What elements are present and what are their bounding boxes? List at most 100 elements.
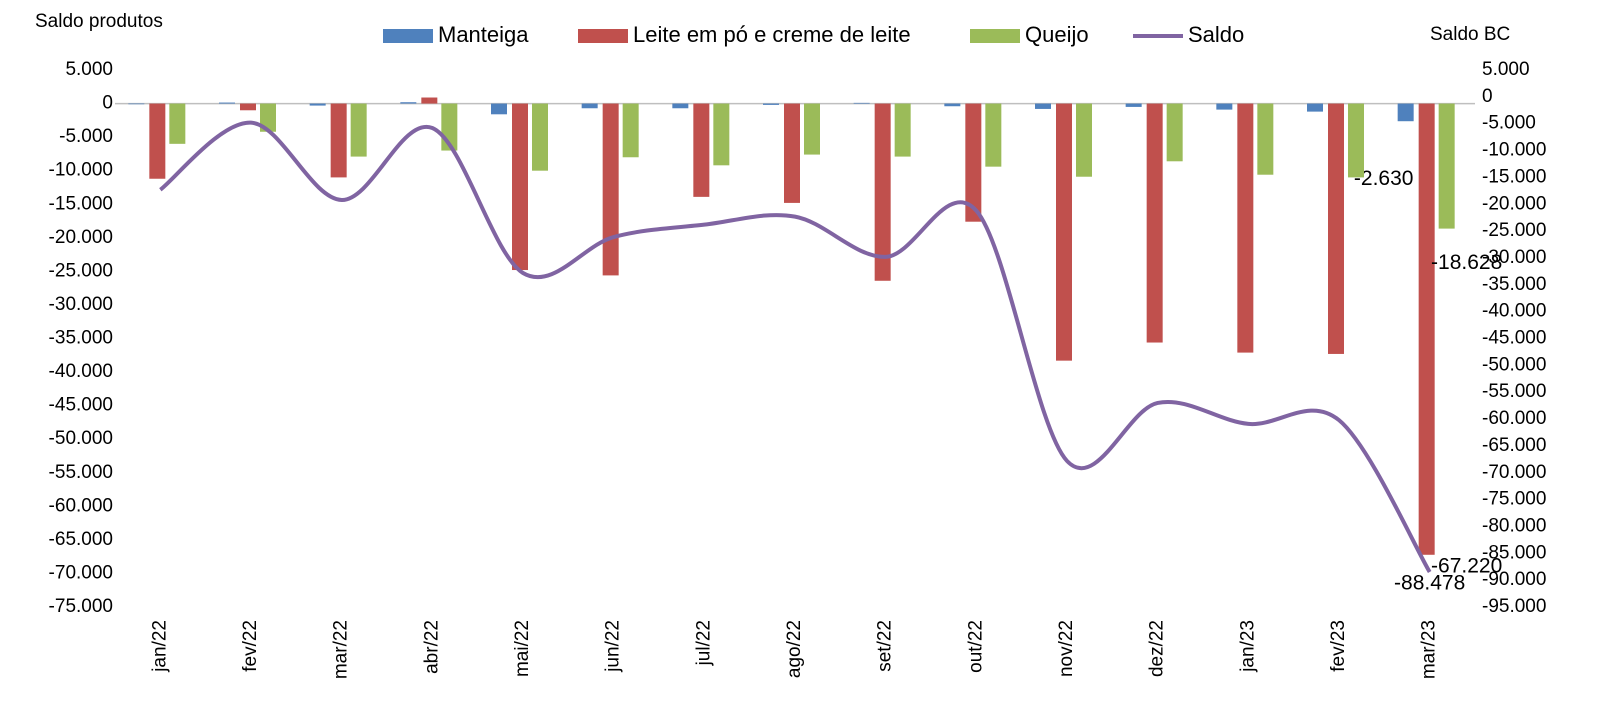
y2-tick-label: -65.000 (1482, 435, 1546, 456)
y-tick-label: -70.000 (49, 562, 113, 583)
x-tick-label: nov/22 (1056, 620, 1077, 677)
y2-tick-label: -15.000 (1482, 166, 1546, 187)
legend-label: Queijo (1025, 22, 1089, 47)
y2-tick-label: -45.000 (1482, 328, 1546, 349)
y-tick-label: -60.000 (49, 495, 113, 516)
y-tick-label: -15.000 (49, 193, 113, 214)
y-tick-label: -25.000 (49, 260, 113, 281)
bar (622, 103, 639, 158)
bar (894, 103, 911, 157)
bar (532, 103, 548, 171)
x-tick-label: jun/22 (603, 620, 624, 673)
bar (1397, 103, 1414, 122)
y-tick-label: -10.000 (49, 160, 113, 181)
bar (693, 103, 710, 197)
bar (421, 97, 438, 104)
legend-swatch (383, 29, 433, 43)
bar (1035, 103, 1051, 109)
bar (1438, 103, 1455, 229)
y-tick-label: -30.000 (49, 294, 113, 315)
line (159, 120, 1432, 574)
y-axis-title: Saldo produtos (35, 11, 163, 32)
bar (1056, 103, 1072, 361)
y2-tick-label: -40.000 (1482, 301, 1546, 322)
y2-tick-label: -85.000 (1482, 542, 1546, 563)
data-label: -18.628 (1431, 251, 1502, 274)
y2-tick-label: -90.000 (1482, 569, 1546, 590)
y2-tick-label: -80.000 (1482, 515, 1546, 536)
y2-tick-label: -10.000 (1482, 140, 1546, 161)
y-tick-label: -20.000 (49, 227, 113, 248)
y2-tick-label: -70.000 (1482, 462, 1546, 483)
bar (1146, 103, 1163, 343)
legend-label: Manteiga (438, 22, 529, 47)
bar (602, 103, 619, 276)
y-tick-label: -75.000 (49, 596, 113, 617)
y-tick-label: 0 (102, 93, 113, 114)
bar (965, 103, 982, 222)
bar (944, 103, 961, 107)
bar (1237, 103, 1254, 353)
bar (985, 103, 1002, 167)
y2-tick-label: -25.000 (1482, 220, 1546, 241)
data-label: -2.630 (1354, 167, 1414, 190)
bar (804, 103, 820, 155)
bar (672, 103, 689, 109)
x-tick-label: mar/23 (1419, 620, 1440, 679)
x-tick-label: jan/23 (1237, 620, 1258, 673)
bar (1257, 103, 1274, 175)
x-tick-label: mar/22 (331, 620, 352, 679)
y-tick-label: -50.000 (49, 428, 113, 449)
bar (330, 103, 347, 178)
x-tick-label: ago/22 (784, 620, 805, 678)
bar (350, 103, 367, 157)
legend-swatch (578, 29, 628, 43)
x-tick-label: mai/22 (512, 620, 533, 677)
y2-tick-label: -5.000 (1482, 113, 1536, 134)
x-tick-label: abr/22 (421, 620, 442, 674)
bar (400, 102, 417, 104)
x-tick-label: set/22 (875, 620, 896, 672)
bar (713, 103, 730, 166)
y2-tick-label: 0 (1482, 86, 1493, 107)
bar (1418, 103, 1435, 555)
bar (853, 102, 870, 104)
x-tick-label: jan/22 (149, 620, 170, 673)
bar (1216, 103, 1233, 110)
bar (874, 103, 891, 281)
bar (1348, 103, 1364, 178)
y2-tick-label: 5.000 (1482, 59, 1530, 80)
bar (1166, 103, 1183, 162)
x-tick-label: jul/22 (693, 620, 714, 666)
bar (169, 103, 186, 144)
bar (1076, 103, 1092, 177)
y-tick-label: 5.000 (65, 59, 113, 80)
bar (240, 103, 256, 111)
bar (1307, 103, 1323, 112)
y2-tick-label: -60.000 (1482, 408, 1546, 429)
y-tick-label: -35.000 (49, 328, 113, 349)
bar (260, 103, 276, 132)
y2-tick-label: -30.000 (1482, 247, 1546, 268)
bar (581, 103, 598, 109)
x-tick-label: fev/23 (1328, 620, 1349, 672)
x-tick-label: fev/22 (240, 620, 261, 672)
data-label: -67.220 (1431, 554, 1502, 577)
bar (149, 103, 166, 179)
legend-swatch (970, 29, 1020, 43)
y2-axis-title: Saldo BC (1430, 24, 1510, 45)
bar (128, 103, 145, 105)
bar (491, 103, 507, 115)
y-tick-label: -45.000 (49, 395, 113, 416)
bar (219, 102, 235, 104)
bar (309, 103, 326, 106)
y-tick-label: -55.000 (49, 462, 113, 483)
y2-tick-label: -55.000 (1482, 381, 1546, 402)
y2-tick-label: -75.000 (1482, 489, 1546, 510)
data-label: -88.478 (1394, 572, 1465, 595)
y-tick-label: -40.000 (49, 361, 113, 382)
bar (1125, 103, 1142, 107)
legend-label: Saldo (1188, 22, 1244, 47)
y2-tick-label: -95.000 (1482, 596, 1546, 617)
y-tick-label: -65.000 (49, 529, 113, 550)
